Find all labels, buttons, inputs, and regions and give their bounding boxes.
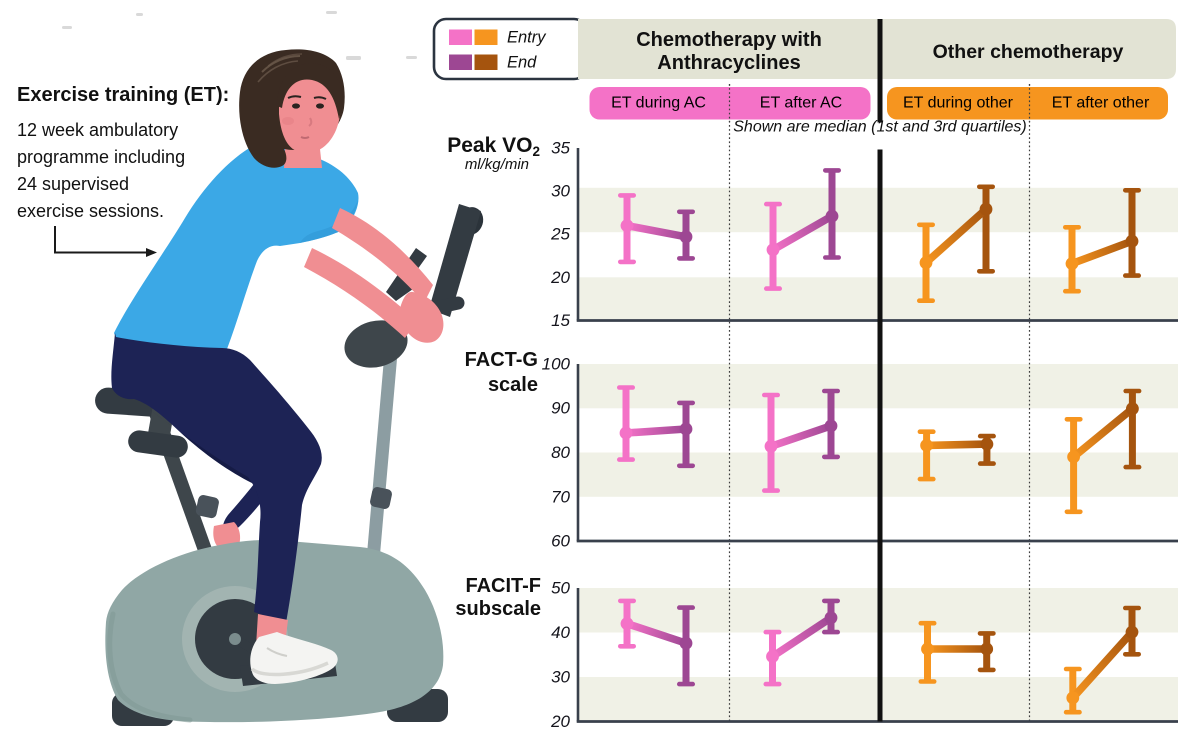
svg-text:subscale: subscale [455, 598, 541, 620]
svg-text:ml/kg/min: ml/kg/min [465, 156, 529, 173]
svg-text:FACT-G: FACT-G [465, 349, 538, 371]
svg-text:30: 30 [551, 182, 570, 201]
svg-text:Peak VO2: Peak VO2 [447, 134, 540, 159]
svg-text:40: 40 [551, 623, 570, 642]
svg-text:20: 20 [550, 268, 570, 287]
svg-text:12 week ambulatory: 12 week ambulatory [17, 120, 178, 140]
svg-text:Entry: Entry [507, 29, 547, 47]
svg-text:50: 50 [551, 579, 570, 598]
svg-text:Chemotherapy with: Chemotherapy with [636, 29, 822, 51]
svg-text:Exercise training (ET):: Exercise training (ET): [17, 84, 229, 106]
svg-text:ET after other: ET after other [1052, 95, 1150, 112]
svg-text:30: 30 [551, 668, 570, 687]
svg-text:exercise sessions.: exercise sessions. [17, 201, 164, 221]
svg-text:20: 20 [550, 712, 570, 731]
svg-text:FACIT-F: FACIT-F [465, 575, 541, 597]
svg-text:24 supervised: 24 supervised [17, 174, 129, 194]
svg-text:ET during other: ET during other [903, 95, 1014, 112]
svg-text:15: 15 [551, 311, 570, 330]
svg-text:ET during AC: ET during AC [611, 95, 706, 112]
svg-text:80: 80 [551, 443, 570, 462]
svg-text:35: 35 [551, 139, 570, 158]
svg-text:Shown are median (1st and 3rd: Shown are median (1st and 3rd quartiles) [733, 119, 1027, 136]
svg-text:60: 60 [551, 532, 570, 551]
svg-text:Other chemotherapy: Other chemotherapy [933, 41, 1124, 63]
svg-text:Anthracyclines: Anthracyclines [657, 52, 800, 74]
svg-text:90: 90 [551, 399, 570, 418]
svg-text:70: 70 [551, 487, 570, 506]
svg-text:programme including: programme including [17, 147, 185, 167]
svg-text:End: End [507, 54, 537, 72]
svg-text:scale: scale [488, 374, 538, 396]
svg-text:100: 100 [542, 355, 571, 374]
svg-text:25: 25 [550, 225, 570, 244]
svg-text:ET after AC: ET after AC [760, 95, 842, 112]
